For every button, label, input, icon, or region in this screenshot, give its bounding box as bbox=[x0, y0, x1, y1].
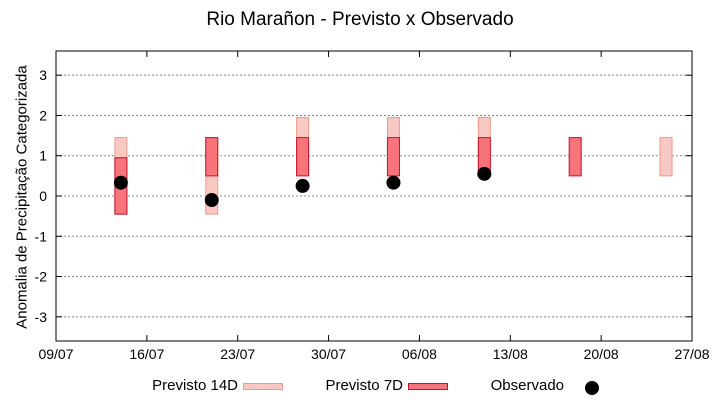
previsto-7d-bar bbox=[205, 137, 219, 177]
x-tick-label: 27/08 bbox=[674, 346, 709, 362]
legend-label-observado: Observado bbox=[490, 377, 564, 394]
legend: Previsto 14D Previsto 7D Observado bbox=[0, 377, 720, 397]
previsto-7d-bar bbox=[386, 137, 400, 177]
y-tick-label: 2 bbox=[39, 107, 47, 123]
previsto-14d-bar bbox=[659, 137, 673, 177]
legend-item-previsto-14d: Previsto 14D bbox=[130, 377, 285, 397]
observado-point bbox=[295, 178, 310, 193]
observado-point bbox=[477, 166, 492, 181]
x-tick-label: 30/07 bbox=[311, 346, 346, 362]
legend-item-observado: Observado bbox=[470, 377, 602, 397]
y-tick-label: 3 bbox=[39, 67, 47, 83]
previsto-7d-bar bbox=[568, 137, 582, 177]
x-tick-label: 20/08 bbox=[584, 346, 619, 362]
y-tick-label: -2 bbox=[35, 269, 48, 285]
legend-item-previsto-7d: Previsto 7D bbox=[300, 377, 450, 397]
legend-swatch-previsto-7d bbox=[408, 383, 448, 390]
x-tick-label: 09/07 bbox=[38, 346, 73, 362]
observado-point bbox=[204, 193, 219, 208]
x-tick-label: 13/08 bbox=[493, 346, 528, 362]
y-tick-label: 1 bbox=[39, 148, 47, 164]
y-tick-label: 0 bbox=[39, 188, 47, 204]
y-tick-label: -1 bbox=[35, 228, 48, 244]
legend-marker-observado bbox=[585, 381, 599, 395]
previsto-7d-bar bbox=[296, 137, 310, 177]
x-tick-label: 16/07 bbox=[129, 346, 164, 362]
x-tick-label: 06/08 bbox=[402, 346, 437, 362]
y-tick-label: -3 bbox=[35, 309, 48, 325]
legend-label-previsto-14d: Previsto 14D bbox=[152, 377, 238, 394]
chart-title: Rio Marañon - Previsto x Observado bbox=[206, 9, 514, 30]
observado-point bbox=[386, 175, 401, 190]
observado-point bbox=[113, 175, 128, 190]
legend-label-previsto-7d: Previsto 7D bbox=[325, 377, 403, 394]
x-tick-label: 23/07 bbox=[220, 346, 255, 362]
legend-swatch-previsto-14d bbox=[243, 383, 283, 390]
